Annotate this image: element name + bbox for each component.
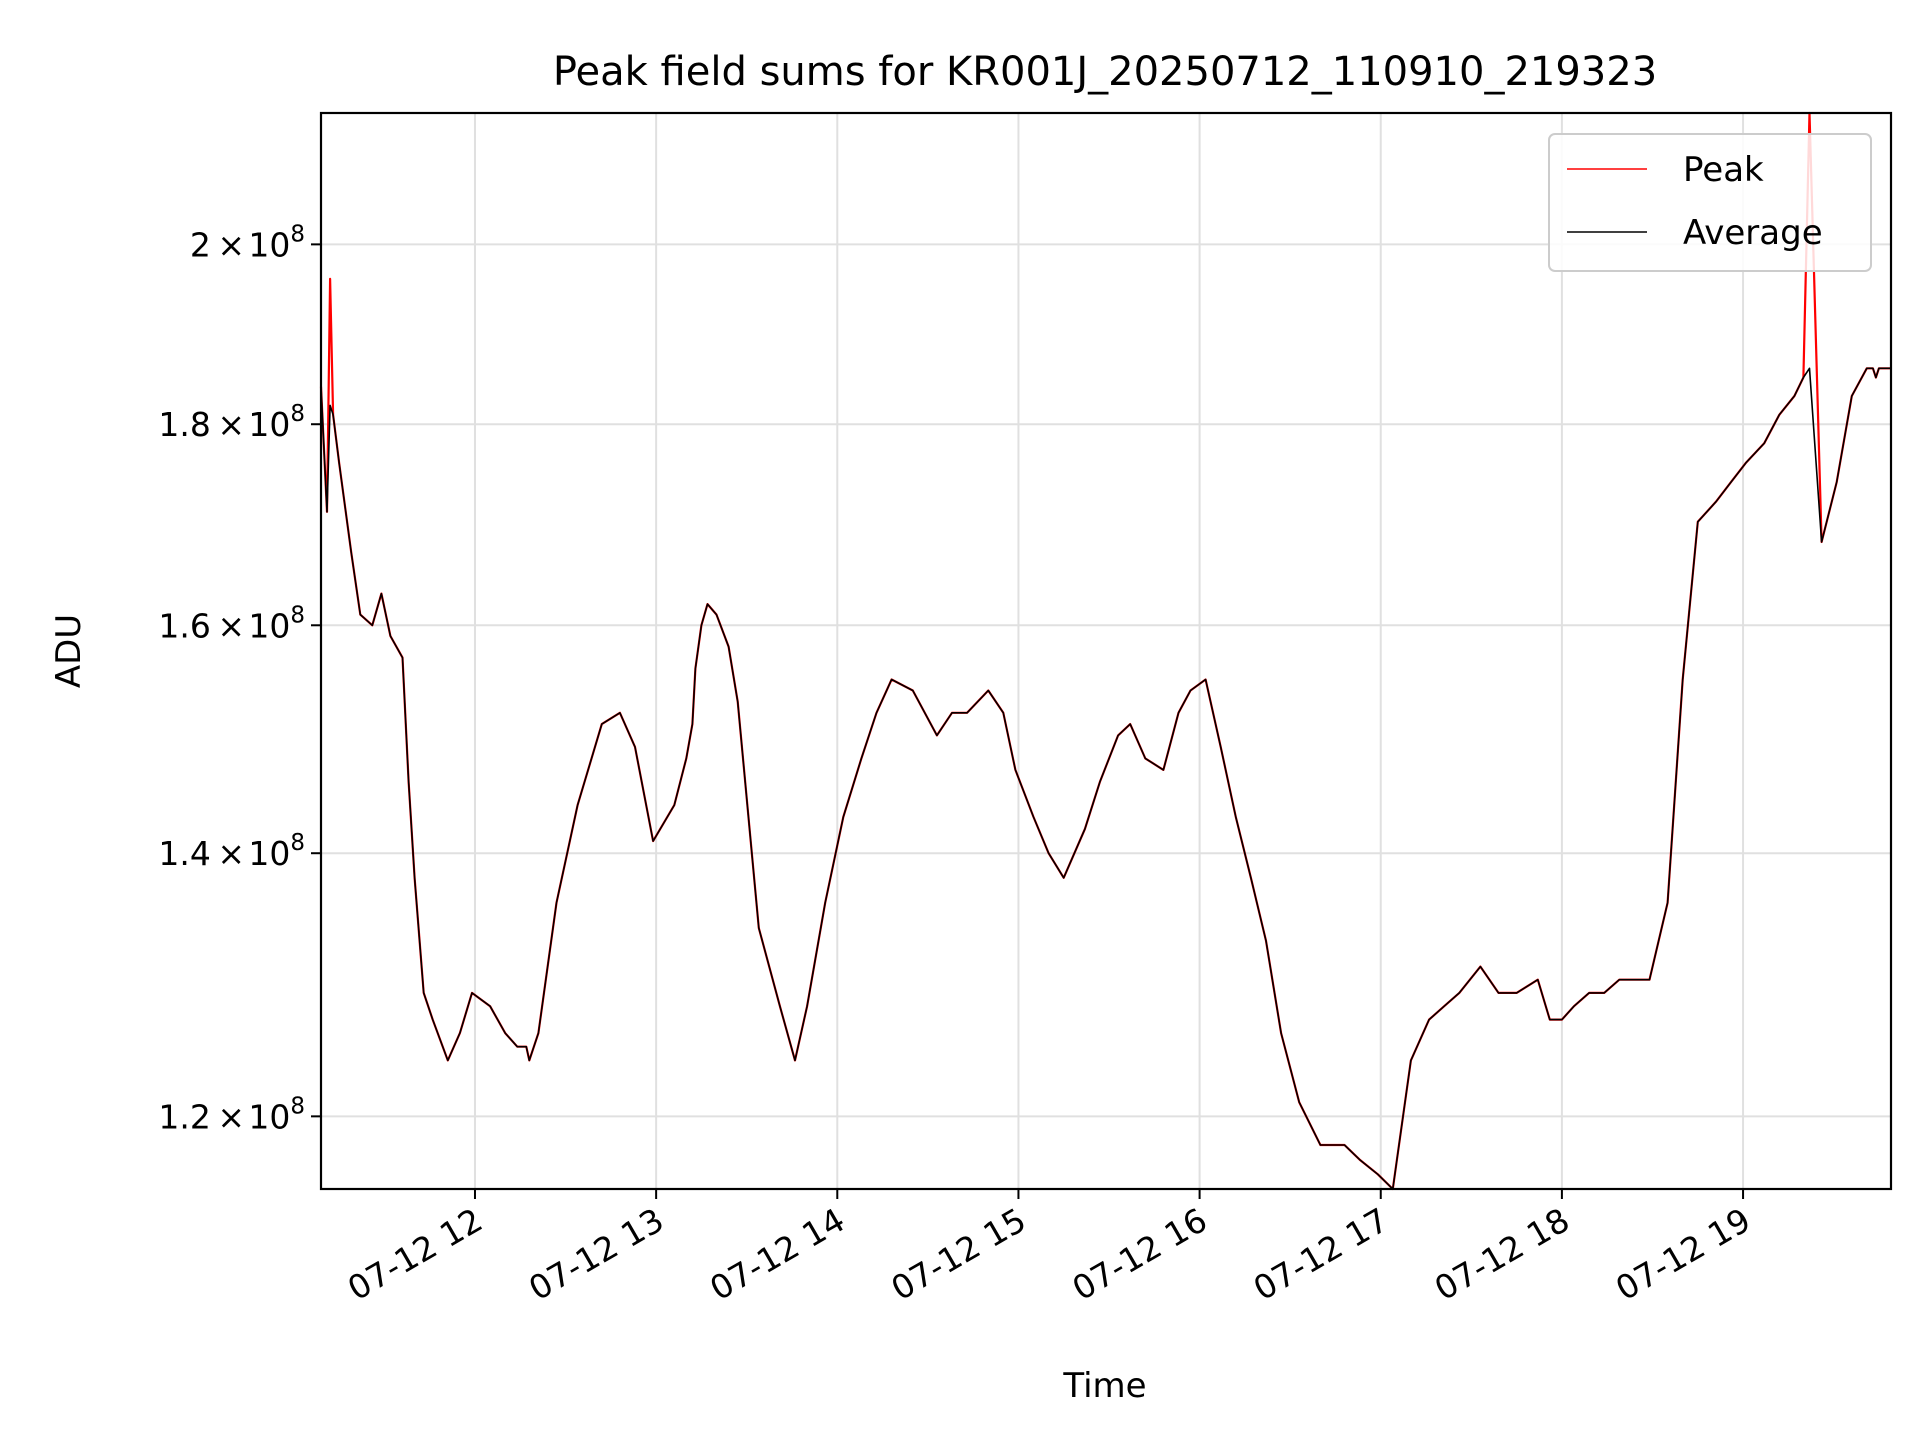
x-tick-label: 07-12 15 <box>884 1200 1032 1308</box>
legend-label-peak: Peak <box>1683 150 1764 190</box>
y-tick-label: 1.6 × 108 <box>158 602 305 645</box>
y-axis-label: ADU <box>49 614 89 688</box>
y-tick-label: 1.2 × 108 <box>158 1093 305 1136</box>
x-tick-label: 07-12 14 <box>703 1200 851 1308</box>
x-tick-label: 07-12 17 <box>1247 1200 1395 1308</box>
series-line-peak <box>319 111 1891 1191</box>
x-tick-label: 07-12 13 <box>522 1200 670 1308</box>
chart-title: Peak field sums for KR001J_20250712_1109… <box>553 49 1657 95</box>
tick-layer: 07-12 12 07-12 13 07-12 14 07-12 15 07-12 16… <box>158 221 1757 1308</box>
legend-label-average: Average <box>1683 213 1823 253</box>
grid <box>321 113 1891 1189</box>
x-tick-label: 07-12 16 <box>1066 1200 1214 1308</box>
series-layer <box>319 111 1891 1191</box>
plot-frame <box>319 111 1893 1191</box>
y-tick-label: 1.8 × 108 <box>158 401 305 444</box>
x-axis-label: Time <box>1062 1366 1146 1406</box>
y-tick-label: 2 × 108 <box>190 221 305 264</box>
x-tick-label: 07-12 12 <box>341 1200 489 1308</box>
x-tick-label: 07-12 19 <box>1609 1200 1757 1308</box>
series-line-average <box>320 367 1891 1190</box>
x-tick-label: 07-12 18 <box>1428 1200 1576 1308</box>
legend: Peak Average <box>1548 133 1872 272</box>
y-tick-label: 1.4 × 108 <box>158 830 305 873</box>
